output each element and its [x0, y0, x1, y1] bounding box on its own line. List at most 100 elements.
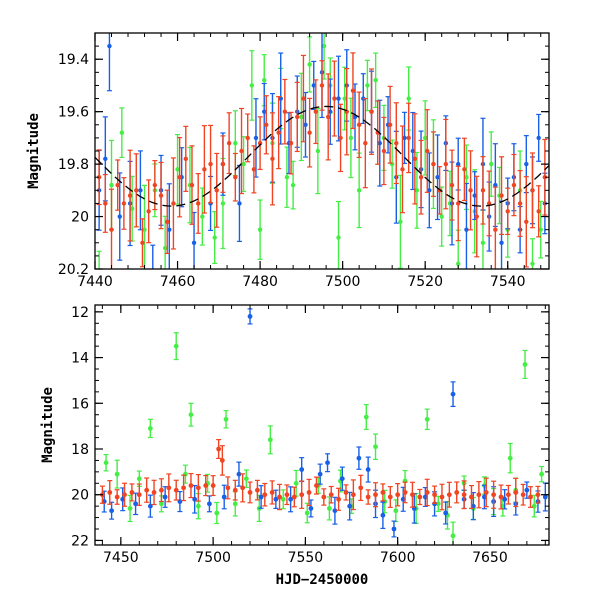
top-red-point [251, 167, 257, 172]
top-green-point [262, 78, 267, 83]
bottom-red-point [129, 490, 135, 495]
top-blue-point [336, 96, 341, 101]
bottom-red-point [446, 492, 452, 498]
top-green-point [257, 227, 263, 232]
bottom-red-point [255, 487, 260, 493]
top-red-point [276, 130, 281, 135]
bottom-series-blue [101, 308, 548, 538]
bottom-red-point [336, 496, 342, 502]
bottom-green-point [424, 416, 430, 422]
bottom-panel-x-axis-label: HJD−2450000 [276, 572, 369, 588]
top-red-point [96, 175, 102, 180]
bottom-blue-point [317, 471, 323, 477]
bottom-blue-point [443, 510, 449, 516]
bottom-series-red [99, 438, 541, 511]
top-blue-point [402, 135, 407, 141]
top-series-red [96, 52, 548, 269]
top-red-point [109, 227, 114, 232]
top-green-point [342, 96, 347, 101]
bottom-green-point [232, 501, 238, 507]
bottom-green-point [243, 476, 249, 482]
top-blue-point [427, 188, 432, 193]
top-panel-zoomed-light-curve: 7440 7460 7480 7500 7520 7540 19.4 19.6 19.8 20 20… [26, 32, 550, 290]
bottom-red-point [107, 490, 113, 495]
bottom-x-tick-label: 7500 [195, 550, 231, 566]
top-green-point [456, 261, 461, 266]
top-red-point [177, 175, 182, 180]
top-blue-point [536, 135, 541, 141]
top-blue-point [311, 83, 316, 88]
top-blue-point [456, 161, 461, 167]
bottom-blue-point [236, 471, 242, 477]
top-blue-point [262, 109, 267, 114]
bottom-red-point [195, 485, 201, 491]
top-green-point [220, 201, 226, 206]
bottom-green-point [393, 508, 399, 514]
top-blue-point [237, 201, 242, 206]
top-red-point [115, 182, 120, 188]
top-y-tick-label: 20.2 [58, 262, 89, 278]
bottom-green-point [267, 437, 273, 443]
top-x-tick-label: 7440 [77, 274, 113, 290]
top-green-point [109, 182, 114, 188]
top-red-point [524, 219, 529, 224]
bottom-red-point [424, 490, 430, 495]
top-red-point [542, 175, 548, 180]
bottom-green-point [280, 496, 286, 502]
top-red-point [381, 148, 387, 154]
top-red-point [301, 96, 306, 101]
bottom-green-point [136, 476, 142, 482]
bottom-blue-point [391, 526, 397, 532]
bottom-blue-point [450, 391, 456, 397]
top-red-point [220, 161, 226, 167]
top-red-point [443, 161, 449, 167]
top-green-point [299, 114, 304, 120]
top-panel-y-axis-label: Magnitude [26, 113, 42, 189]
top-red-point [313, 109, 319, 114]
top-red-point [127, 193, 133, 198]
top-red-point [264, 122, 269, 127]
bottom-red-point [173, 487, 179, 493]
bottom-red-point [358, 485, 364, 491]
top-red-point [171, 201, 176, 206]
bottom-red-point [232, 487, 238, 493]
top-green-point [233, 140, 238, 146]
top-green-point [439, 214, 444, 219]
top-red-point [195, 201, 201, 206]
top-green-point [406, 96, 411, 101]
bottom-red-point [387, 494, 393, 500]
top-blue-point [499, 240, 504, 245]
bottom-red-point [291, 494, 297, 500]
top-green-point [398, 219, 403, 224]
top-blue-point [303, 122, 308, 127]
bottom-red-point [402, 490, 408, 495]
top-blue-point [328, 109, 333, 114]
top-green-point [530, 261, 535, 266]
top-blue-point [435, 175, 440, 180]
bottom-y-tick-label: 16 [71, 396, 89, 412]
top-red-point [121, 201, 127, 206]
bottom-panel-y-axis-label: Magnitude [40, 387, 56, 463]
bottom-blue-point [347, 503, 353, 509]
bottom-red-point [520, 492, 526, 498]
bottom-blue-point [524, 487, 530, 493]
top-blue-point [377, 140, 382, 146]
bottom-red-point [476, 492, 482, 498]
top-green-point [321, 43, 327, 49]
bottom-red-point [491, 492, 497, 498]
top-red-point [288, 140, 294, 146]
bottom-red-point [122, 492, 127, 498]
top-green-point [119, 130, 125, 135]
bottom-green-point [173, 343, 179, 349]
top-green-point [307, 62, 312, 67]
bottom-panel-full-light-curve: 7450 7500 7550 7600 7650 12 14 16 18 20 22 Magnitu… [40, 304, 550, 588]
top-red-point [517, 201, 523, 206]
top-red-point [152, 182, 158, 188]
bottom-green-point [214, 510, 220, 516]
top-blue-point [493, 182, 498, 188]
top-red-point [449, 182, 455, 188]
top-green-point [129, 206, 135, 211]
top-red-point [158, 193, 164, 198]
top-red-point [165, 219, 170, 224]
top-model-curve [95, 105, 549, 207]
